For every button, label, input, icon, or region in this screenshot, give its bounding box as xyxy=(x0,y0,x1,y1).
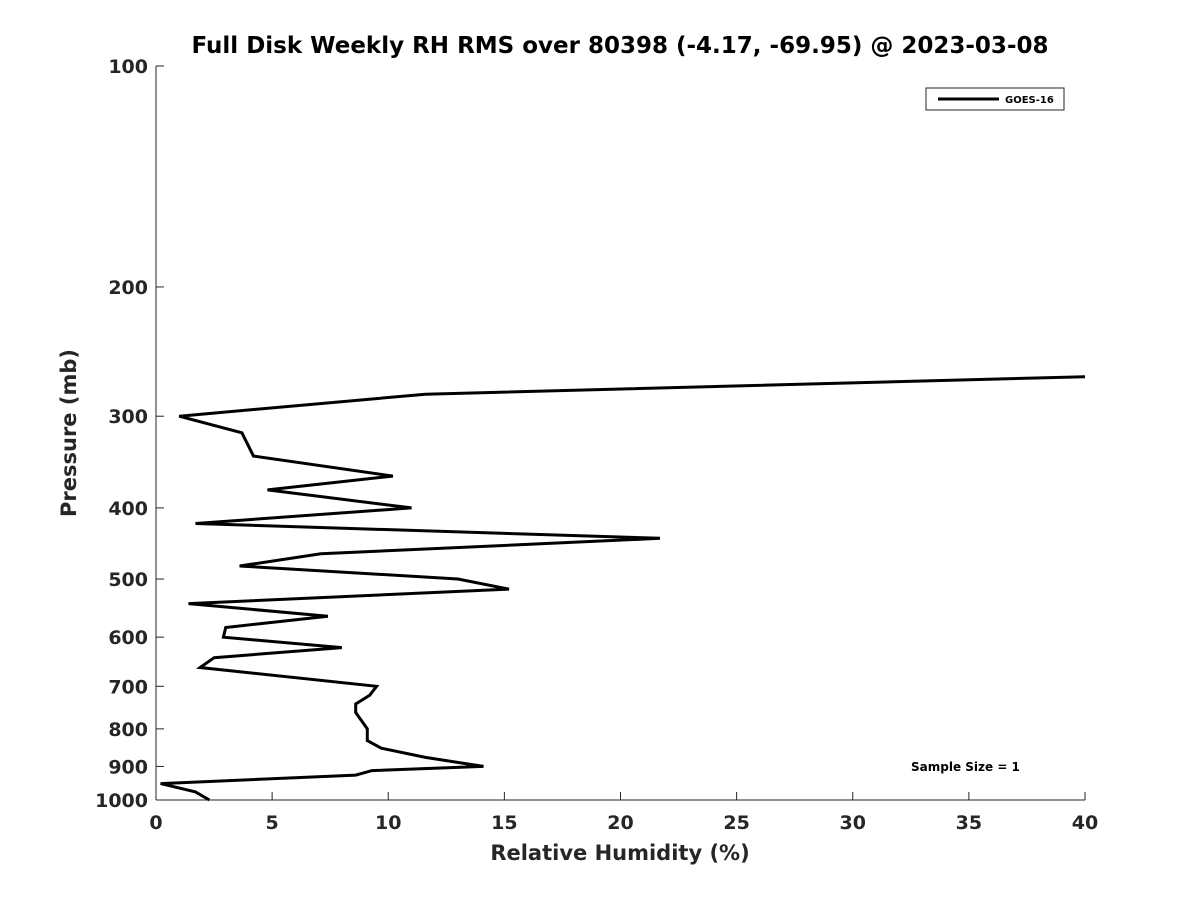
sample-size-annotation: Sample Size = 1 xyxy=(911,760,1020,774)
legend: GOES-16 xyxy=(925,87,1065,111)
y-tick-label: 900 xyxy=(108,756,148,778)
y-tick-label: 600 xyxy=(108,627,148,649)
y-axis-label: Pressure (mb) xyxy=(57,349,81,517)
legend-label-goes-16: GOES-16 xyxy=(1005,95,1054,106)
x-tick-label: 30 xyxy=(840,812,866,834)
x-ticks: 0 5 10 15 20 25 30 35 40 xyxy=(149,792,1098,834)
x-tick-label: 5 xyxy=(266,812,279,834)
y-ticks: 100 200 300 400 500 600 700 800 900 1000 xyxy=(95,56,164,812)
y-tick-label: 500 xyxy=(108,569,148,591)
x-tick-label: 40 xyxy=(1072,812,1098,834)
x-tick-label: 15 xyxy=(491,812,517,834)
y-tick-label: 300 xyxy=(108,406,148,428)
x-tick-label: 20 xyxy=(607,812,633,834)
y-tick-label: 200 xyxy=(108,277,148,299)
x-tick-label: 0 xyxy=(149,812,162,834)
x-axis-label: Relative Humidity (%) xyxy=(490,841,749,865)
y-tick-label: 1000 xyxy=(95,790,148,812)
y-tick-label: 800 xyxy=(108,719,148,741)
x-tick-label: 25 xyxy=(723,812,749,834)
series-layer xyxy=(160,375,1086,802)
x-tick-label: 35 xyxy=(956,812,982,834)
y-tick-label: 700 xyxy=(108,676,148,698)
y-tick-label: 100 xyxy=(108,56,148,78)
chart-title: Full Disk Weekly RH RMS over 80398 (-4.1… xyxy=(191,33,1048,59)
x-tick-label: 10 xyxy=(375,812,401,834)
y-tick-label: 400 xyxy=(108,498,148,520)
series-line-goes-16 xyxy=(160,375,1086,802)
